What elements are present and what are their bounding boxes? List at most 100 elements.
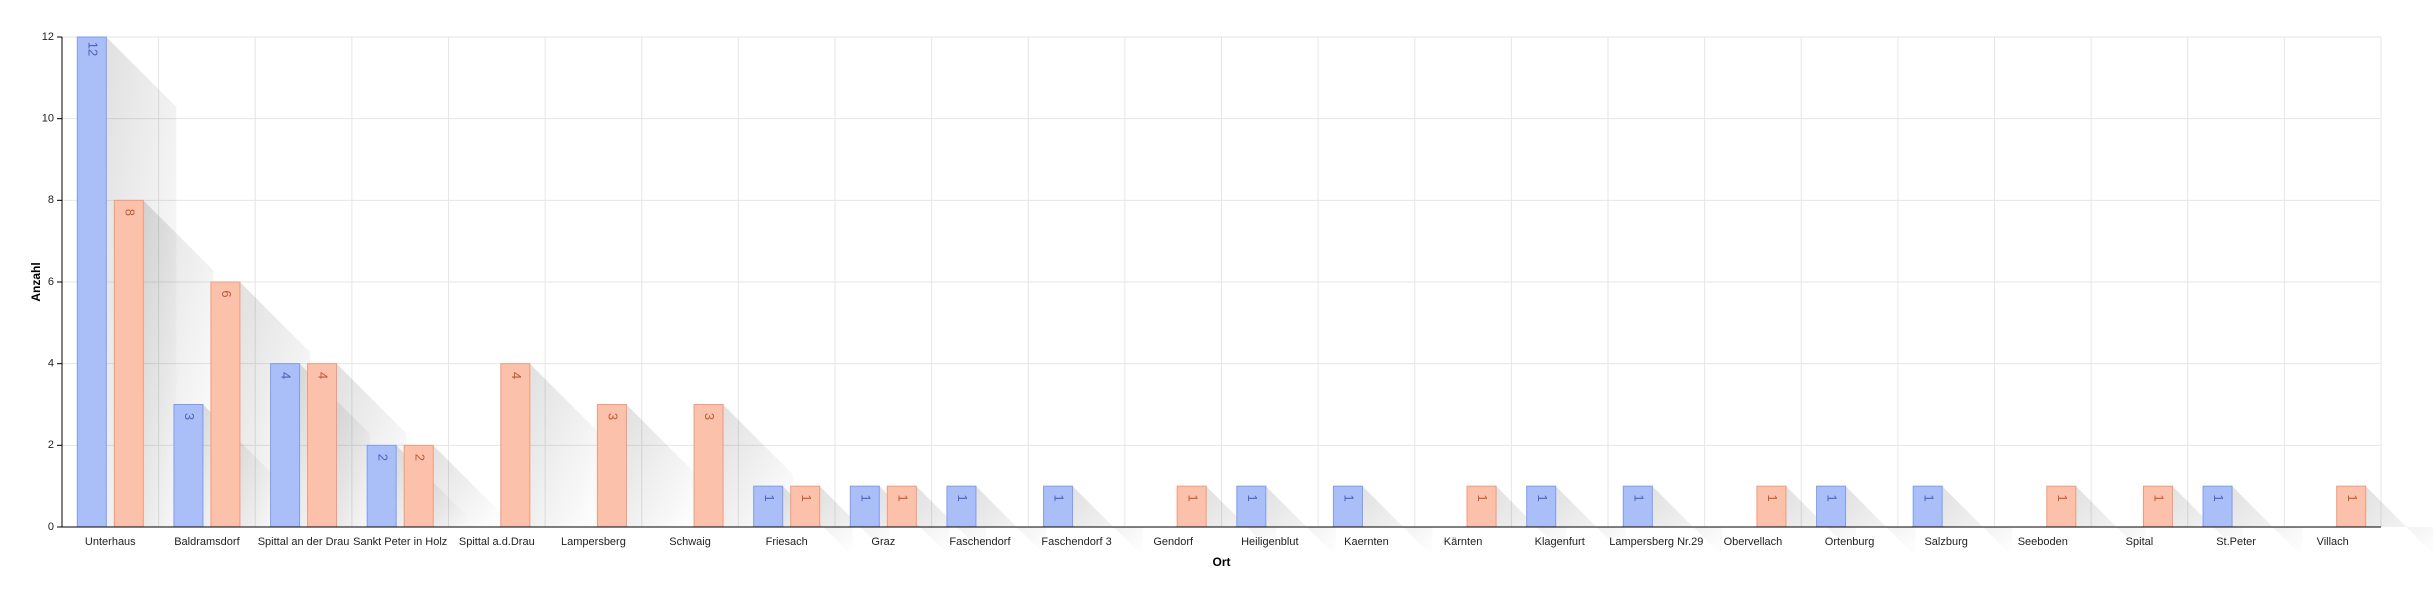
- bar: [886, 485, 917, 528]
- x-tick-label: Lampersberg Nr.29: [1609, 536, 1703, 548]
- bar-value-label: 1: [1342, 495, 1357, 502]
- bar-value-label: 4: [279, 372, 294, 379]
- bar-shadow: [1942, 486, 2013, 557]
- bar: [1912, 485, 1943, 528]
- bar: [1526, 485, 1557, 528]
- y-tick-labels: 0 2 4 6 8 10 12: [42, 31, 62, 533]
- x-tick-label: Villach: [2317, 536, 2349, 548]
- x-tick-label: Kärnten: [1444, 536, 1483, 548]
- bar-value-label: 8: [122, 209, 137, 216]
- bar: [173, 404, 204, 528]
- bar: [2202, 485, 2233, 528]
- bar-value-label: 1: [2055, 495, 2070, 502]
- x-axis-title: Ort: [1213, 555, 1231, 569]
- bar-value-label: 1: [1052, 495, 1067, 502]
- bar: [1466, 485, 1497, 528]
- x-tick-label: Kaernten: [1344, 536, 1389, 548]
- bar-value-label: 12: [85, 42, 100, 56]
- bar-value-label: 1: [858, 495, 873, 502]
- x-tick-label: Heiligenblut: [1241, 536, 1298, 548]
- bar-value-label: 1: [955, 495, 970, 502]
- bar-value-label: 1: [1631, 495, 1646, 502]
- bar: [2142, 485, 2173, 528]
- x-tick-label: Baldramsdorf: [174, 536, 240, 548]
- bar-value-label: 1: [762, 495, 777, 502]
- bar: [2336, 485, 2367, 528]
- y-tick-label: 8: [48, 194, 54, 206]
- bar-value-label: 3: [702, 413, 717, 420]
- x-tick-label: Spittal an der Drau: [258, 536, 350, 548]
- y-tick-label: 6: [48, 276, 54, 288]
- bar: [1622, 485, 1653, 528]
- bar: [76, 36, 107, 528]
- x-tick-label: Faschendorf: [949, 536, 1011, 548]
- x-tick-label: Graz: [871, 536, 895, 548]
- x-tick-label: Klagenfurt: [1535, 536, 1585, 548]
- x-tick-label: Lampersberg: [561, 536, 626, 548]
- bar-value-label: 1: [1245, 495, 1260, 502]
- y-axis-title: Anzahl: [29, 262, 43, 301]
- bar-shadow: [1555, 486, 1626, 557]
- bar-value-label: 1: [1921, 495, 1936, 502]
- value-labels: 12 8 3 6 4 4 2 2 4 3 3 1 1 1 1 1 1 1 1 1 1 1 1 1 1 1 1 1 1 1: [85, 42, 2359, 502]
- bar-value-label: 3: [606, 413, 621, 420]
- bar: [366, 444, 397, 528]
- bar: [1236, 485, 1267, 528]
- x-tick-labels: Unterhaus Baldramsdorf Spittal an der Drau…: [85, 536, 2349, 548]
- bar: [1816, 485, 1847, 528]
- bar: [1176, 485, 1207, 528]
- x-tick-label: Schwaig: [669, 536, 711, 548]
- y-tick-label: 10: [42, 113, 54, 125]
- x-tick-label: Ortenburg: [1825, 536, 1875, 548]
- bar-shadow: [1265, 486, 1336, 557]
- bar-value-label: 1: [1765, 495, 1780, 502]
- bar-value-label: 1: [1825, 495, 1840, 502]
- x-tick-label: St.Peter: [2216, 536, 2256, 548]
- x-tick-label: Gendorf: [1153, 536, 1194, 548]
- bar: [1043, 485, 1074, 528]
- bar-shadow: [1362, 486, 1433, 557]
- bar-value-label: 2: [375, 454, 390, 461]
- bar: [790, 485, 821, 528]
- bar: [1332, 485, 1363, 528]
- bar-shadow: [2365, 486, 2433, 554]
- bar-value-label: 4: [509, 372, 524, 379]
- x-tick-label: Sankt Peter in Holz: [353, 536, 447, 548]
- bar-value-label: 1: [1475, 495, 1490, 502]
- bar: [2046, 485, 2077, 528]
- bar-value-label: 1: [1535, 495, 1550, 502]
- x-tick-label: Friesach: [766, 536, 808, 548]
- bar-value-label: 1: [2152, 495, 2167, 502]
- bar-shadow: [1652, 486, 1723, 557]
- bar-value-label: 6: [219, 290, 234, 297]
- y-tick-label: 12: [42, 31, 54, 43]
- bar-shadow: [433, 445, 504, 527]
- bars: [76, 36, 2367, 528]
- bar: [946, 485, 977, 528]
- bar: [596, 404, 627, 528]
- bar-shadow: [529, 363, 600, 527]
- bar-value-label: 1: [2211, 495, 2226, 502]
- bar: [307, 363, 338, 528]
- bar-value-label: 2: [412, 454, 427, 461]
- bar: [693, 404, 724, 528]
- bar-shadow: [1845, 486, 1916, 557]
- bar-value-label: 1: [1185, 495, 1200, 502]
- x-tick-label: Spital: [2126, 536, 2154, 548]
- x-tick-label: Seeboden: [2018, 536, 2068, 548]
- y-tick-label: 4: [48, 358, 54, 370]
- bar-shadows: [106, 37, 2433, 557]
- bar: [270, 363, 301, 528]
- bar-shadow: [975, 486, 1046, 557]
- bar-shadow: [626, 404, 697, 527]
- bar-shadow: [2232, 486, 2303, 557]
- bar-value-label: 1: [2345, 495, 2360, 502]
- x-tick-label: Faschendorf 3: [1041, 536, 1111, 548]
- bar: [1756, 485, 1787, 528]
- bar: [753, 485, 784, 528]
- x-tick-label: Unterhaus: [85, 536, 136, 548]
- y-tick-label: 0: [48, 521, 54, 533]
- bar: [113, 199, 144, 528]
- bar-value-label: 1: [799, 495, 814, 502]
